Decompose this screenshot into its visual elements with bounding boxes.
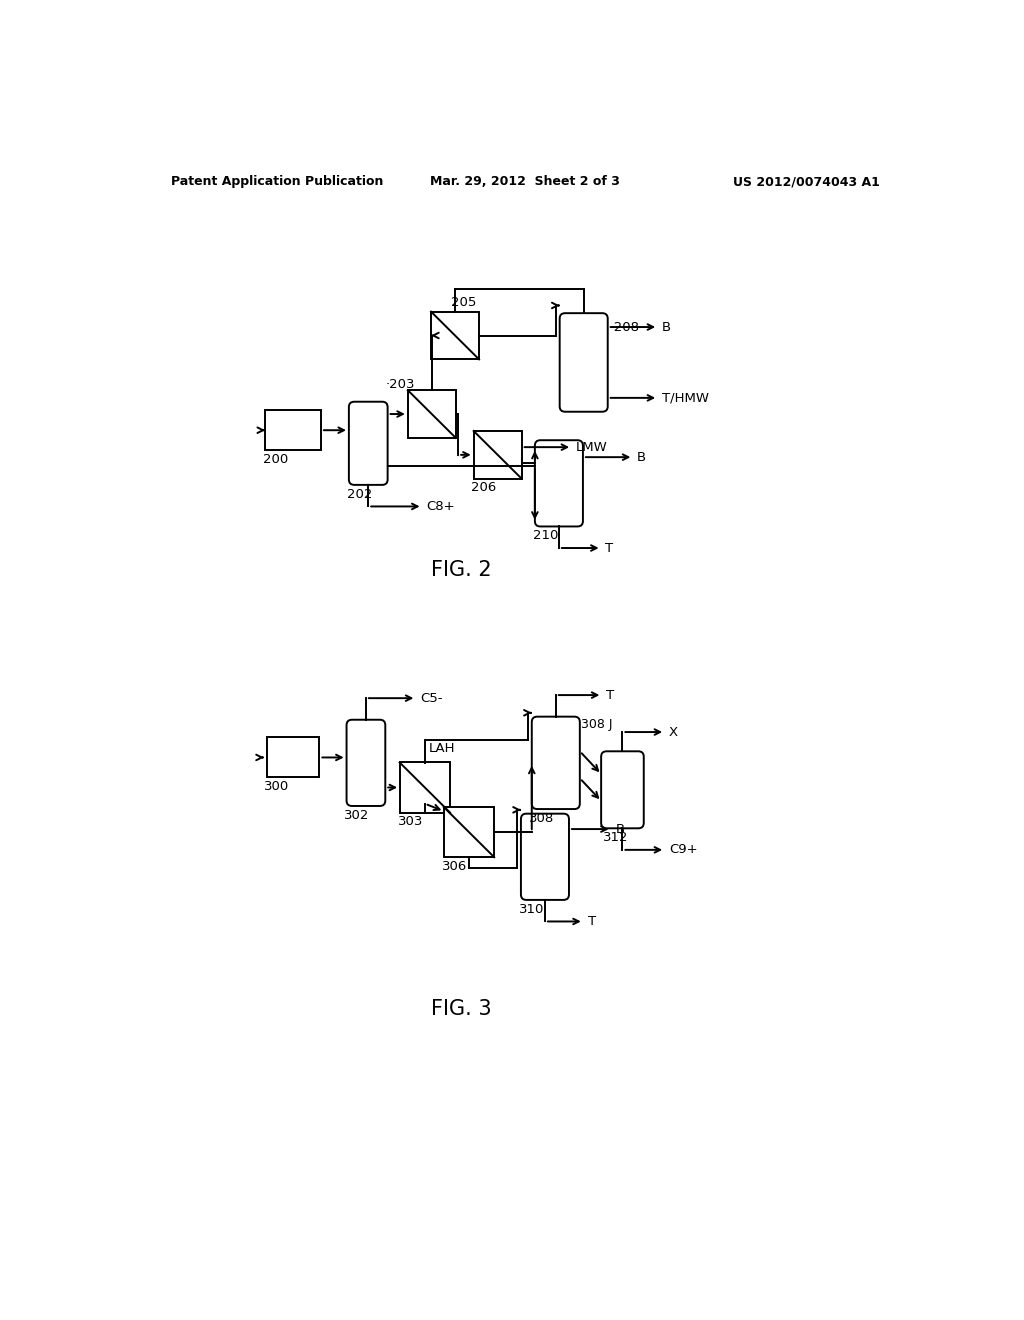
Text: LAH: LAH [429, 742, 456, 755]
Text: 200: 200 [263, 453, 288, 466]
Text: US 2012/0074043 A1: US 2012/0074043 A1 [733, 176, 880, 187]
Text: 206: 206 [471, 482, 497, 495]
Bar [265, 411, 321, 450]
Text: 312: 312 [603, 832, 629, 843]
FancyBboxPatch shape [349, 401, 388, 484]
Text: LMW: LMW [575, 441, 607, 454]
FancyBboxPatch shape [560, 313, 607, 412]
Text: T: T [606, 689, 614, 702]
Text: 310: 310 [518, 903, 544, 916]
Text: X: X [669, 726, 678, 739]
Text: 205: 205 [452, 296, 476, 309]
FancyBboxPatch shape [531, 717, 580, 809]
Text: 303: 303 [397, 814, 423, 828]
Bar [443, 807, 495, 857]
Text: Patent Application Publication: Patent Application Publication [171, 176, 383, 187]
Text: C8+: C8+ [426, 500, 455, 513]
Bar [431, 312, 479, 359]
Text: C5-: C5- [420, 692, 442, 705]
Text: 308 J: 308 J [582, 718, 613, 731]
Text: B: B [637, 450, 646, 463]
FancyBboxPatch shape [346, 719, 385, 807]
Text: 202: 202 [346, 487, 372, 500]
Text: -208: -208 [609, 321, 639, 334]
Text: FIG. 3: FIG. 3 [431, 999, 492, 1019]
Text: ·203: ·203 [386, 378, 416, 391]
Text: FIG. 2: FIG. 2 [431, 561, 492, 581]
Text: T: T [588, 915, 596, 928]
FancyBboxPatch shape [601, 751, 644, 829]
Text: 308: 308 [529, 812, 555, 825]
Text: B: B [615, 822, 625, 836]
FancyBboxPatch shape [521, 813, 569, 900]
Text: Mar. 29, 2012  Sheet 2 of 3: Mar. 29, 2012 Sheet 2 of 3 [430, 176, 620, 187]
Text: 306: 306 [442, 859, 467, 873]
Text: 302: 302 [344, 809, 370, 822]
FancyBboxPatch shape [535, 441, 583, 527]
Text: 210: 210 [532, 529, 558, 543]
Text: T/HMW: T/HMW [662, 391, 709, 404]
Bar [399, 763, 450, 813]
Bar [266, 738, 319, 777]
Text: B: B [662, 321, 671, 334]
Bar [408, 391, 456, 438]
Text: 300: 300 [264, 780, 290, 793]
Text: C9+: C9+ [669, 843, 697, 857]
Bar [474, 430, 521, 479]
Text: T: T [605, 541, 613, 554]
